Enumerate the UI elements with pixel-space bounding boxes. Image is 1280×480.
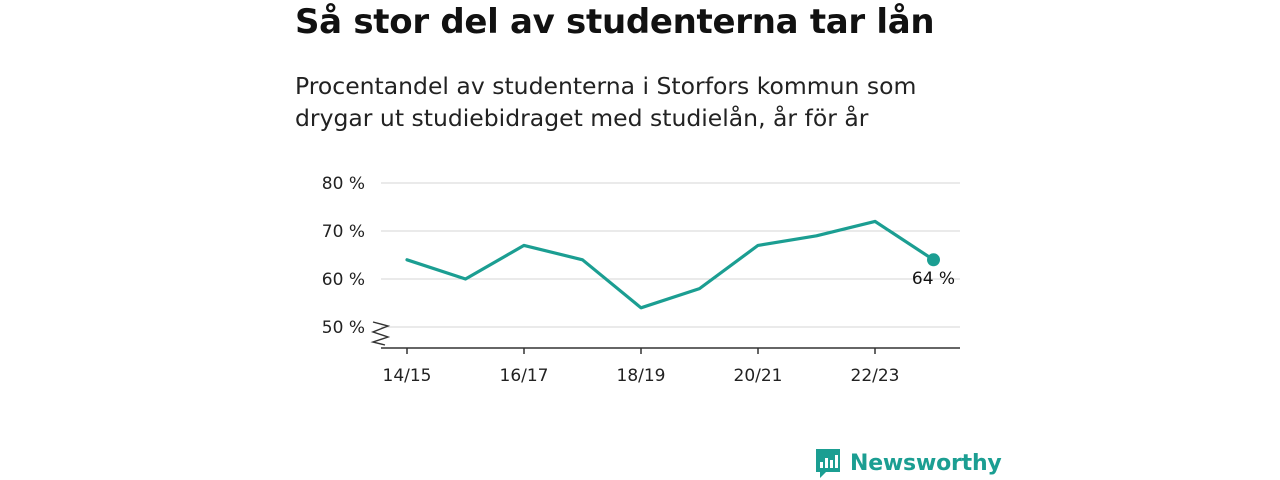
chart-subtitle: Procentandel av studenterna i Storfors k… <box>295 72 917 132</box>
chart-title: Så stor del av studenterna tar lån <box>295 2 935 42</box>
y-tick-label: 50 % <box>322 318 365 338</box>
newsworthy-logo[interactable]: Newsworthy <box>814 446 1002 480</box>
x-tick-label: 22/23 <box>851 366 900 386</box>
newsworthy-logo-icon <box>816 449 840 478</box>
last-data-point <box>927 253 940 267</box>
y-tick-label: 80 % <box>322 174 365 194</box>
x-tick-label: 18/19 <box>617 366 666 386</box>
axis-break-icon <box>370 321 391 346</box>
x-tick-label: 20/21 <box>734 366 783 386</box>
x-tick-label: 14/15 <box>383 366 432 386</box>
y-tick-label: 60 % <box>322 270 365 290</box>
newsworthy-logo-text: Newsworthy <box>850 450 1002 476</box>
y-tick-label: 70 % <box>322 222 365 242</box>
data-label: 64 % <box>912 269 955 289</box>
x-tick-label: 16/17 <box>500 366 549 386</box>
series-line <box>405 219 936 310</box>
